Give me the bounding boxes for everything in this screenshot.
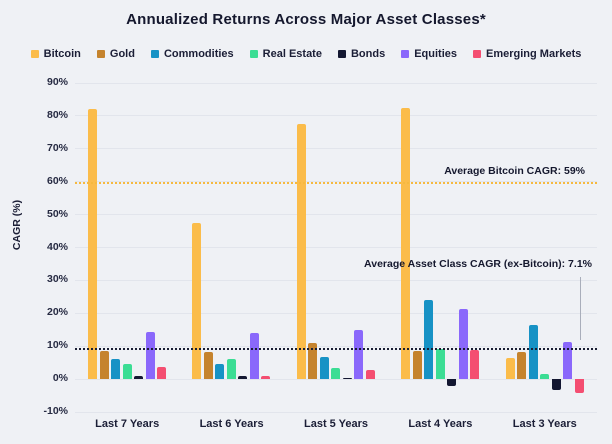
gridline xyxy=(75,312,597,314)
bar-emerging-markets xyxy=(261,376,271,380)
bar-emerging-markets xyxy=(157,366,166,380)
bar-real-estate xyxy=(122,364,132,380)
bar-real-estate xyxy=(226,359,236,380)
legend-swatch-icon xyxy=(96,50,105,58)
bar-bonds xyxy=(134,376,143,380)
annotation-line xyxy=(75,348,597,351)
legend-swatch-icon xyxy=(249,50,258,58)
bar-bonds xyxy=(238,376,248,380)
bar-commodities xyxy=(215,364,225,380)
gridline xyxy=(75,82,597,84)
legend-item-bonds: Bonds xyxy=(337,48,386,60)
bar-gold xyxy=(203,351,213,380)
gridline xyxy=(75,115,597,117)
plot-area: Average Bitcoin CAGR: 59% Average Asset C… xyxy=(75,82,597,413)
bar-emerging-markets xyxy=(365,369,375,380)
legend-label: Commodities xyxy=(163,48,234,60)
legend-item-equities: Equities xyxy=(401,48,457,60)
legend-label: Equities xyxy=(414,48,457,60)
y-axis-tick: 0% xyxy=(52,372,68,385)
legend-label: Emerging Markets xyxy=(486,48,582,60)
legend-label: Gold xyxy=(109,48,135,60)
legend-item-commodities: Commodities xyxy=(150,48,234,60)
legend-label: Real Estate xyxy=(262,48,322,60)
legend-label: Bitcoin xyxy=(43,48,81,60)
y-axis-tick: 80% xyxy=(46,108,68,121)
bar-gold xyxy=(517,352,527,380)
y-axis-tick: 10% xyxy=(46,339,68,352)
legend: Bitcoin Gold Commodities Real Estate Bonds Eq… xyxy=(0,48,612,60)
legend-item-emerging-markets: Emerging Markets xyxy=(473,48,581,60)
bar-bonds xyxy=(551,379,561,390)
bar-real-estate xyxy=(540,374,550,380)
legend-swatch-icon xyxy=(337,50,346,58)
bar-equities xyxy=(249,333,259,380)
x-axis-label: Last 7 Years xyxy=(95,418,160,430)
bar-commodities xyxy=(319,356,329,380)
y-axis-tick: 20% xyxy=(46,306,68,319)
legend-item-real-estate: Real Estate xyxy=(249,48,322,60)
gridline xyxy=(75,279,597,281)
gridline xyxy=(75,148,597,150)
y-axis-tick: 90% xyxy=(46,76,68,88)
bar-bitcoin xyxy=(88,109,97,380)
x-axis-label: Last 6 Years xyxy=(199,418,264,430)
gridline xyxy=(75,214,597,216)
bar-equities xyxy=(563,341,573,380)
gridline xyxy=(75,345,597,347)
legend-label: Bonds xyxy=(350,48,386,60)
y-axis-tick: 60% xyxy=(46,174,68,187)
bar-real-estate xyxy=(331,367,341,380)
y-axis-tick: 30% xyxy=(46,273,68,286)
bar-commodities xyxy=(528,324,538,380)
legend-swatch-icon xyxy=(150,50,159,58)
legend-swatch-icon xyxy=(473,50,481,58)
bar-gold xyxy=(308,342,318,380)
x-axis-label: Last 5 Years xyxy=(303,418,368,430)
bar-commodities xyxy=(111,358,120,380)
x-axis-label: Last 4 Years xyxy=(408,418,473,430)
gridline xyxy=(75,378,597,380)
legend-swatch-icon xyxy=(30,50,39,58)
annotation-line xyxy=(75,181,597,184)
legend-item-gold: Gold xyxy=(96,48,135,60)
y-axis-tick: 70% xyxy=(46,141,68,154)
annotation-leader-line xyxy=(580,277,581,341)
bar-bitcoin xyxy=(192,222,202,380)
bar-emerging-markets xyxy=(574,379,584,393)
bar-commodities xyxy=(424,300,434,380)
bar-real-estate xyxy=(435,348,445,380)
bar-emerging-markets xyxy=(470,350,480,380)
annotation-label: Average Bitcoin CAGR: 59% xyxy=(444,164,585,177)
legend-swatch-icon xyxy=(401,50,410,58)
bar-equities xyxy=(458,309,468,380)
bar-bitcoin xyxy=(296,124,306,380)
bar-bonds xyxy=(447,379,457,386)
y-axis-tick: -10% xyxy=(43,405,68,417)
bar-bitcoin xyxy=(401,107,411,380)
chart-title: Annualized Returns Across Major Asset Cl… xyxy=(126,11,486,28)
y-axis-tick: 50% xyxy=(46,207,68,220)
bar-bitcoin xyxy=(505,357,515,380)
bar-gold xyxy=(412,351,422,380)
annotation-label: Average Asset Class CAGR (ex-Bitcoin): 7… xyxy=(364,258,592,271)
bar-gold xyxy=(99,350,109,380)
bar-equities xyxy=(145,332,155,380)
legend-item-bitcoin: Bitcoin xyxy=(30,48,81,60)
bar-equities xyxy=(354,329,364,380)
y-axis-tick: 40% xyxy=(46,240,68,253)
bar-bonds xyxy=(342,377,352,380)
gridline xyxy=(75,247,597,248)
x-axis-label: Last 3 Years xyxy=(512,418,577,430)
gridline xyxy=(75,411,597,413)
